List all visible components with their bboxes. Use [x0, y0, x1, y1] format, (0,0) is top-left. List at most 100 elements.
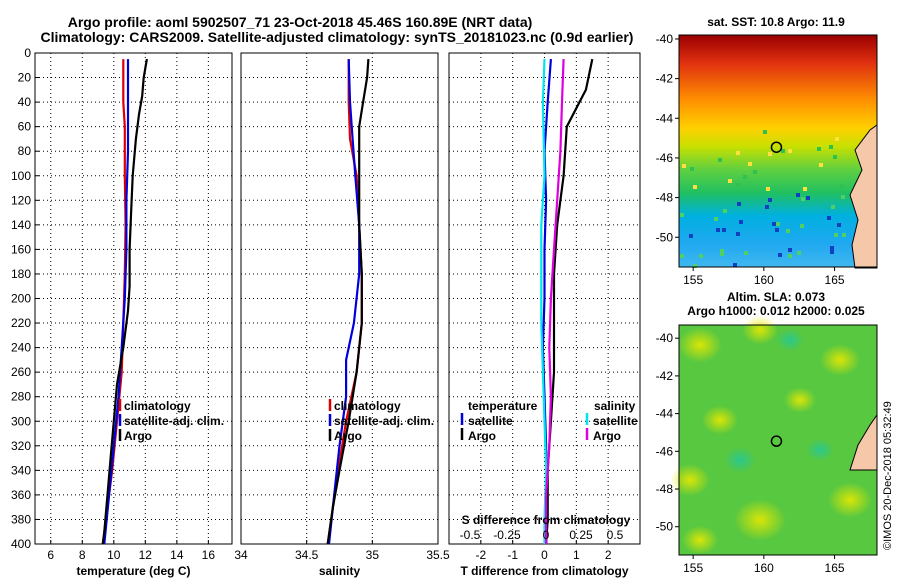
sst-pixel: [831, 205, 835, 209]
y-tick-label: 140: [11, 218, 31, 232]
sst-pixel: [720, 249, 724, 253]
sla-patch: [702, 405, 738, 435]
y-tick-label: 20: [18, 71, 32, 85]
sst-pixel: [699, 254, 703, 258]
sst-field: [679, 35, 877, 267]
sst-pixel: [788, 248, 792, 252]
sst-pixel: [723, 209, 727, 213]
sst-pixel: [788, 149, 792, 153]
map-y-tick-label: -50: [656, 520, 674, 534]
y-tick-label: 240: [11, 341, 31, 355]
sst-pixel: [680, 213, 684, 217]
sla-map-title: Altim. SLA: 0.073: [727, 290, 825, 304]
legend-label: Argo: [334, 429, 362, 443]
sla-map-subtitle: Argo h1000: 0.012 h2000: 0.025: [687, 304, 865, 318]
sst-pixel: [827, 216, 831, 220]
sst-pixel: [768, 152, 772, 156]
sst-pixel: [786, 229, 790, 233]
sla-map-frame: [678, 324, 878, 556]
sla-patch: [742, 315, 778, 345]
s-diff-tick-label: 0: [543, 528, 550, 542]
sst-pixel: [830, 250, 834, 254]
sst-pixel: [753, 170, 757, 174]
map-y-tick-label: -40: [656, 32, 674, 46]
sla-patch: [806, 438, 834, 462]
sst-pixel: [736, 151, 740, 155]
legend-label: Argo: [468, 429, 496, 443]
sst-pixel: [776, 222, 780, 226]
sst-pixel: [728, 179, 732, 183]
x-tick-label: 14: [170, 548, 184, 562]
sla-patch: [828, 482, 872, 518]
sst-pixel: [834, 233, 838, 237]
map-y-tick-label: -44: [656, 407, 674, 421]
sst-pixel: [833, 155, 837, 159]
series-line-argo: [326, 59, 370, 545]
legend-label: satellite: [468, 414, 513, 428]
map-y-tick-label: -46: [656, 444, 674, 458]
imos-timestamp: ©IMOS 20-Dec-2018 05:32:49: [882, 401, 894, 550]
x-tick-label: 35: [366, 548, 380, 562]
sst-pixel: [800, 224, 804, 228]
sst-pixel: [743, 175, 747, 179]
sst-pixel: [768, 198, 772, 202]
sst-pixel: [772, 222, 776, 226]
sla-patch: [784, 387, 816, 413]
sst-pixel: [806, 196, 810, 200]
y-tick-label: 300: [11, 414, 31, 428]
s-diff-tick-label: 0.5: [607, 528, 624, 542]
y-tick-label: 40: [18, 95, 32, 109]
sla-map-axes: 155 160 165 -40 -42 -44 -46 -48 -50: [656, 331, 845, 575]
series-line-t-argo: [545, 58, 594, 545]
sst-map-axes: 155 160 165 -40 -42 -44 -46 -48 -50: [656, 32, 845, 287]
sst-pixel: [680, 254, 684, 258]
series-line-satellite-adj.-clim.: [327, 59, 361, 545]
salinity-panel: 34 34.5 35 35.5 salinity climatologysatellite…: [234, 52, 450, 578]
sst-pixel: [720, 252, 724, 256]
sst-pixel: [781, 149, 785, 153]
sst-pixel: [837, 223, 841, 227]
sst-pixel: [682, 164, 686, 168]
legend-label: Argo: [593, 429, 621, 443]
sla-patch: [678, 327, 722, 363]
x-tick-label: 10: [107, 548, 121, 562]
y-tick-label: 280: [11, 390, 31, 404]
sst-pixel: [841, 195, 845, 199]
sst-pixel: [748, 162, 752, 166]
difference-panel: -2 -1 0 1 2 T difference from climatology temp…: [448, 52, 641, 578]
sst-pixel: [733, 263, 737, 267]
sst-pixel: [763, 130, 767, 134]
sla-map-panel: Altim. SLA: 0.073 Argo h1000: 0.012 h200…: [656, 290, 878, 575]
x-tick-label: 34.5: [295, 548, 319, 562]
map-y-tick-label: -50: [656, 230, 674, 244]
y-tick-label: 100: [11, 169, 31, 183]
sla-anomaly-patches: [670, 315, 872, 555]
sla-argo-marker: [770, 435, 783, 447]
x-tick-label: 1: [573, 548, 580, 562]
sla-patch: [724, 447, 756, 473]
series-line-argo: [101, 58, 148, 545]
sst-pixel: [690, 167, 694, 171]
map-y-tick-label: -44: [656, 111, 674, 125]
y-tick-label: 260: [11, 365, 31, 379]
sst-pixel: [716, 228, 720, 232]
x-tick-label: 8: [79, 548, 86, 562]
legend-label: Argo: [124, 429, 152, 443]
sst-pixel: [797, 251, 801, 255]
sst-map-frame: [678, 34, 878, 268]
legend-title-salinity: salinity: [594, 399, 636, 413]
sst-map-title: sat. SST: 10.8 Argo: 11.9: [707, 15, 845, 29]
map-y-tick-label: -40: [656, 331, 674, 345]
x-tick-label: 35.5: [426, 548, 450, 562]
x-tick-label: -2: [475, 548, 486, 562]
x-tick-label: 12: [139, 548, 153, 562]
sla-patch: [670, 464, 710, 496]
legend-label: climatology: [334, 399, 401, 413]
sst-pixel: [736, 232, 740, 236]
sla-patch: [820, 344, 860, 376]
map-y-tick-label: -42: [656, 72, 674, 86]
y-tick-label: 120: [11, 193, 31, 207]
legend-label: satellite-adj. clim.: [334, 414, 434, 428]
sst-pixel: [744, 251, 748, 255]
